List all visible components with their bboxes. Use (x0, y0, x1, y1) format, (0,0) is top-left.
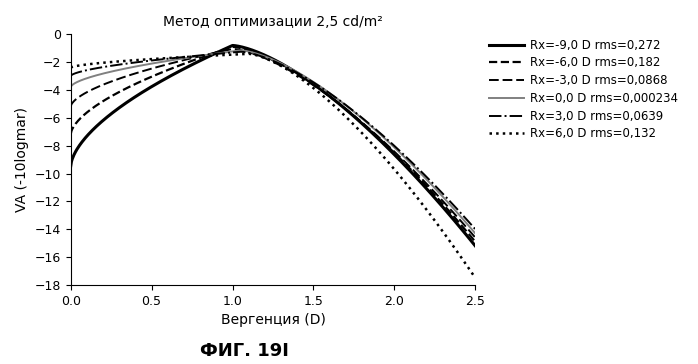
Rx=3,0 D rms=0,0639 (399, 152, 408, 156)
Y-axis label: VA (-10logmar): VA (-10logmar) (15, 107, 29, 212)
Line: Rx=-9,0 D rms=0,272: Rx=-9,0 D rms=0,272 (70, 46, 475, 246)
X-axis label: Вергенция (D): Вергенция (D) (221, 313, 325, 327)
Legend: Rx=-9,0 D rms=0,272, Rx=-6,0 D rms=0,182, Rx=-3,0 D rms=0,0868, Rx=0,0 D rms=0,0: Rx=-9,0 D rms=0,272, Rx=-6,0 D rms=0,182… (485, 35, 682, 144)
Rx=-9,0 D rms=0,272 (260, 52, 268, 57)
Rx=6,0 D rms=0,132 (262, 56, 270, 61)
Rx=0,0 D rms=0,000234 (462, 221, 470, 225)
Rx=3,0 D rms=0,0639 (237, 50, 245, 54)
Line: Rx=6,0 D rms=0,132: Rx=6,0 D rms=0,132 (70, 54, 475, 278)
Rx=3,0 D rms=0,0639 (260, 55, 268, 59)
Rx=6,0 D rms=0,132 (308, 85, 316, 89)
Rx=3,0 D rms=0,0639 (471, 227, 480, 232)
Title: Метод оптимизации 2,5 cd/m²: Метод оптимизации 2,5 cd/m² (163, 15, 383, 29)
Rx=0,0 D rms=0,000234 (286, 66, 295, 70)
Rx=6,0 D rms=0,132 (471, 276, 480, 280)
Rx=0,0 D rms=0,000234 (237, 48, 245, 52)
Rx=-9,0 D rms=0,272 (229, 43, 237, 48)
Rx=-6,0 D rms=0,182 (308, 82, 316, 86)
Line: Rx=-6,0 D rms=0,182: Rx=-6,0 D rms=0,182 (70, 47, 475, 242)
Rx=0,0 D rms=0,000234 (399, 154, 408, 158)
Rx=3,0 D rms=0,0639 (308, 79, 316, 84)
Rx=-6,0 D rms=0,182 (399, 159, 408, 164)
Rx=0,0 D rms=0,000234 (471, 231, 480, 236)
Rx=-3,0 D rms=0,0868 (229, 47, 237, 51)
Rx=3,0 D rms=0,0639 (286, 67, 295, 71)
Rx=6,0 D rms=0,132 (462, 263, 470, 267)
Rx=-6,0 D rms=0,182 (260, 54, 268, 58)
Rx=-3,0 D rms=0,0868 (66, 104, 75, 109)
Rx=-3,0 D rms=0,0868 (262, 56, 270, 61)
Rx=-3,0 D rms=0,0868 (308, 82, 316, 87)
Rx=-6,0 D rms=0,182 (286, 67, 295, 72)
Line: Rx=-3,0 D rms=0,0868: Rx=-3,0 D rms=0,0868 (70, 49, 475, 238)
Rx=-6,0 D rms=0,182 (66, 132, 75, 137)
Rx=-6,0 D rms=0,182 (229, 45, 237, 49)
Rx=0,0 D rms=0,000234 (260, 54, 268, 58)
Rx=6,0 D rms=0,132 (286, 69, 295, 74)
Rx=-9,0 D rms=0,272 (66, 165, 75, 169)
Rx=-9,0 D rms=0,272 (471, 244, 480, 248)
Rx=0,0 D rms=0,000234 (66, 85, 75, 90)
Rx=3,0 D rms=0,0639 (462, 217, 470, 221)
Rx=6,0 D rms=0,132 (399, 178, 408, 182)
Rx=-9,0 D rms=0,272 (286, 67, 295, 71)
Rx=3,0 D rms=0,0639 (66, 74, 75, 78)
Rx=-6,0 D rms=0,182 (462, 229, 470, 233)
Line: Rx=3,0 D rms=0,0639: Rx=3,0 D rms=0,0639 (70, 52, 475, 229)
Rx=-6,0 D rms=0,182 (471, 240, 480, 244)
Rx=-3,0 D rms=0,0868 (462, 225, 470, 229)
Rx=-6,0 D rms=0,182 (262, 55, 270, 59)
Rx=6,0 D rms=0,132 (245, 52, 253, 56)
Rx=-9,0 D rms=0,272 (462, 233, 470, 237)
Rx=-9,0 D rms=0,272 (308, 81, 316, 86)
Rx=-9,0 D rms=0,272 (262, 54, 270, 58)
Rx=-3,0 D rms=0,0868 (260, 55, 268, 60)
Rx=-3,0 D rms=0,0868 (471, 236, 480, 240)
Rx=-3,0 D rms=0,0868 (286, 69, 295, 73)
Rx=6,0 D rms=0,132 (260, 55, 268, 60)
Line: Rx=0,0 D rms=0,000234: Rx=0,0 D rms=0,000234 (70, 50, 475, 233)
Rx=3,0 D rms=0,0639 (262, 56, 270, 60)
Rx=0,0 D rms=0,000234 (262, 55, 270, 59)
Rx=-9,0 D rms=0,272 (399, 161, 408, 166)
Rx=6,0 D rms=0,132 (66, 66, 75, 70)
Rx=0,0 D rms=0,000234 (308, 79, 316, 83)
Rx=-3,0 D rms=0,0868 (399, 158, 408, 162)
Text: ФИГ. 19I: ФИГ. 19I (200, 343, 289, 360)
